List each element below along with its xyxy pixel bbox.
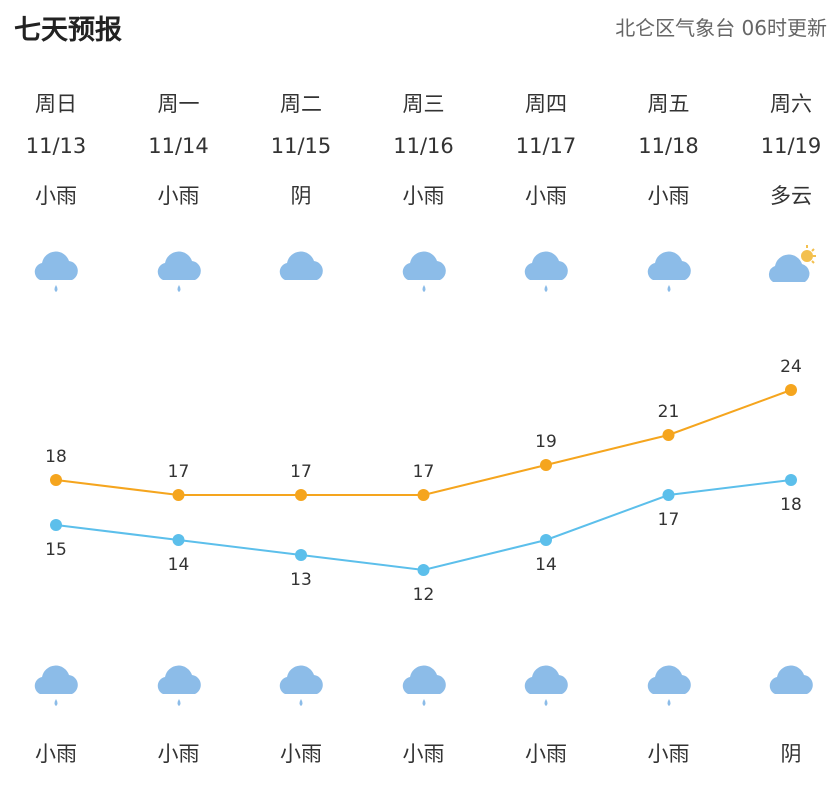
- day-weather-label: 小雨: [402, 184, 445, 208]
- low-temp-label: 15: [45, 540, 67, 560]
- low-temp-label: 18: [780, 495, 802, 515]
- high-temp-label: 17: [290, 462, 312, 482]
- day-weather-label: 小雨: [157, 184, 200, 208]
- rain-icon: [28, 654, 84, 710]
- weekday-label: 周六: [770, 92, 812, 116]
- weekday-label: 周五: [647, 92, 690, 116]
- partly-cloudy-icon: [763, 240, 819, 296]
- rain-icon: [518, 240, 574, 296]
- update-source: 北仑区气象台 06时更新: [615, 16, 827, 40]
- weekday-label: 周二: [280, 92, 322, 116]
- low-temp-point: [540, 534, 552, 546]
- high-temp-point: [172, 489, 185, 501]
- date-label: 11/15: [270, 134, 332, 158]
- high-temp-label: 17: [413, 462, 435, 482]
- cloud-icon: [273, 240, 329, 296]
- high-temp-point: [540, 459, 552, 471]
- weekday-label: 周四: [525, 92, 567, 116]
- rain-icon: [396, 240, 452, 296]
- low-temp-label: 12: [413, 585, 435, 605]
- date-label: 11/14: [148, 134, 209, 158]
- low-temp-point: [295, 549, 307, 561]
- high-temp-point: [662, 429, 675, 441]
- high-temp-label: 17: [168, 462, 190, 482]
- low-temp-point: [785, 474, 797, 486]
- rain-icon: [151, 654, 207, 710]
- low-temp-label: 14: [535, 555, 557, 575]
- low-temp-point: [662, 489, 675, 501]
- low-temp-label: 14: [168, 555, 190, 575]
- night-weather-label: 小雨: [35, 742, 77, 766]
- rain-icon: [641, 654, 697, 710]
- rain-icon: [396, 654, 452, 710]
- high-temp-point: [417, 489, 430, 501]
- date-label: 11/19: [760, 134, 822, 158]
- date-label: 11/18: [638, 134, 699, 158]
- day-weather-label: 小雨: [35, 184, 77, 208]
- night-weather-label: 小雨: [280, 742, 322, 766]
- high-temp-point: [785, 384, 797, 396]
- night-weather-label: 小雨: [402, 742, 445, 766]
- weekday-label: 周一: [157, 92, 200, 116]
- night-weather-label: 小雨: [647, 742, 690, 766]
- low-temp-point: [50, 519, 62, 531]
- day-weather-label: 小雨: [525, 184, 567, 208]
- high-temp-point: [295, 489, 307, 501]
- low-temp-point: [172, 534, 185, 546]
- page-title: 七天预报: [14, 15, 122, 46]
- day-weather-label: 小雨: [647, 184, 690, 208]
- high-temp-label: 18: [45, 447, 67, 467]
- cloud-icon: [763, 654, 819, 710]
- weekday-label: 周日: [35, 92, 77, 116]
- date-label: 11/13: [25, 134, 87, 158]
- rain-icon: [273, 654, 329, 710]
- low-temp-point: [417, 564, 430, 576]
- low-temp-label: 13: [290, 570, 312, 590]
- high-temp-label: 24: [780, 357, 802, 377]
- rain-icon: [641, 240, 697, 296]
- date-label: 11/16: [393, 134, 454, 158]
- high-temp-point: [50, 474, 62, 486]
- day-weather-label: 阴: [290, 184, 312, 208]
- night-weather-label: 阴: [780, 742, 802, 766]
- rain-icon: [151, 240, 207, 296]
- low-temp-label: 17: [658, 510, 680, 530]
- rain-icon: [518, 654, 574, 710]
- weekday-label: 周三: [402, 92, 445, 116]
- date-label: 11/17: [515, 134, 577, 158]
- high-temp-label: 19: [535, 432, 557, 452]
- night-weather-label: 小雨: [525, 742, 567, 766]
- night-weather-label: 小雨: [157, 742, 200, 766]
- rain-icon: [28, 240, 84, 296]
- high-temp-label: 21: [658, 402, 680, 422]
- day-weather-label: 多云: [770, 184, 812, 208]
